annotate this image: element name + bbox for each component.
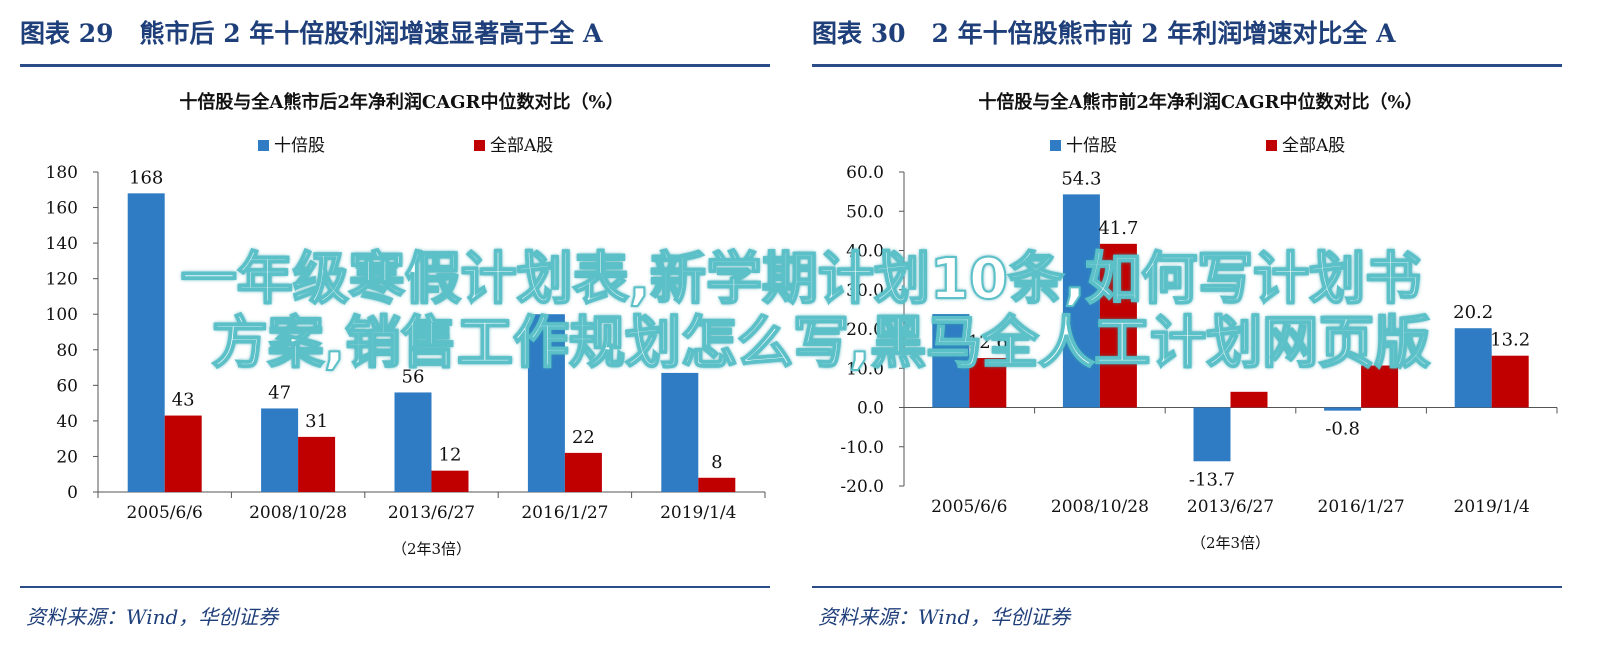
data-label: 31	[305, 411, 328, 432]
bar	[1230, 391, 1268, 408]
data-label: 22	[572, 427, 595, 448]
bar	[698, 477, 736, 492]
bar	[1454, 328, 1492, 408]
data-label: 13.2	[1490, 330, 1530, 351]
bar	[564, 452, 602, 492]
x-tick-label: 2005/6/6	[127, 503, 203, 523]
bottom-rule	[20, 586, 770, 588]
bar-chart-30: 十倍股与全A熊市前2年净利润CAGR中位数对比（%） 十倍股 全部A股 -20.0 -1…	[840, 91, 1558, 552]
bar	[298, 436, 336, 492]
y-tick-label: 20	[56, 447, 78, 467]
data-label: 54.3	[1061, 168, 1101, 189]
left-figure-panel: 图表 29 熊市后 2 年十倍股利润增速显著高于全 A 十倍股与全A熊市后2年净利…	[20, 0, 790, 651]
legend-label: 十倍股	[274, 136, 325, 156]
data-label: 168	[129, 167, 163, 188]
figure-caption: 熊市后 2 年十倍股利润增速显著高于全 A	[139, 19, 603, 48]
bar	[394, 392, 432, 492]
data-label: 41.7	[1098, 218, 1138, 239]
data-label: 8	[711, 452, 722, 473]
x-tick-label: 2016/1/27	[521, 503, 608, 523]
figure-caption: 2 年十倍股熊市前 2 年利润增速对比全 A	[931, 19, 1396, 48]
x-tick-label: 2008/10/28	[1051, 497, 1149, 517]
y-tick-label: 20.0	[846, 320, 884, 340]
figure-number: 图表 30	[812, 19, 906, 48]
y-tick-label: 0.0	[857, 399, 884, 419]
data-label: 12	[439, 445, 462, 466]
bar	[1361, 365, 1399, 408]
bar	[164, 415, 202, 492]
data-label: 47	[268, 382, 291, 403]
figure-title: 图表 29 熊市后 2 年十倍股利润增速显著高于全 A	[20, 14, 602, 54]
y-tick-label: 40.0	[846, 242, 884, 262]
right-figure-panel: 图表 30 2 年十倍股熊市前 2 年利润增速对比全 A 十倍股与全A熊市前2年净…	[812, 0, 1582, 651]
top-rule	[812, 64, 1562, 67]
bar	[431, 470, 469, 492]
data-label: 43	[172, 390, 195, 411]
y-tick-label: 30.0	[846, 281, 884, 301]
data-label: -0.8	[1325, 419, 1360, 440]
data-label: 12.6	[968, 332, 1008, 353]
x-tick-label: 2019/1/4	[1454, 497, 1530, 517]
source-note: 资料来源：Wind，华创证券	[818, 605, 1071, 629]
y-tick-label: 120	[46, 270, 78, 290]
x-tick-label: 2019/1/4	[660, 503, 736, 523]
data-label: -13.7	[1189, 469, 1235, 490]
y-tick-label: 80	[56, 341, 78, 361]
data-label: 20.2	[1453, 302, 1493, 323]
figure-number: 图表 29	[20, 19, 114, 48]
source-note: 资料来源：Wind，华创证券	[26, 605, 279, 629]
top-rule	[20, 64, 770, 67]
data-label: 56	[402, 366, 425, 387]
bar	[127, 193, 165, 492]
bar	[932, 314, 970, 408]
bar	[1193, 407, 1231, 462]
chart-title: 十倍股与全A熊市前2年净利润CAGR中位数对比（%）	[978, 91, 1422, 113]
x-tick-label: 2008/10/28	[249, 503, 347, 523]
chart-note: （2年3倍）	[392, 540, 471, 558]
legend-swatch	[1266, 140, 1277, 151]
y-tick-label: -10.0	[840, 438, 884, 458]
bar	[1491, 355, 1529, 408]
y-tick-label: 160	[46, 199, 78, 219]
y-tick-label: 60	[56, 376, 78, 396]
y-tick-label: 60.0	[846, 163, 884, 183]
legend-swatch	[1050, 140, 1061, 151]
legend-swatch	[474, 140, 485, 151]
y-tick-label: 0	[67, 483, 78, 503]
chart-note: （2年3倍）	[1191, 534, 1270, 552]
x-tick-label: 2016/1/27	[1318, 497, 1405, 517]
x-tick-label: 2013/6/27	[388, 503, 475, 523]
bar	[261, 408, 299, 492]
y-tick-label: 50.0	[846, 202, 884, 222]
bottom-rule	[812, 586, 1562, 588]
bar-chart-29: 十倍股与全A熊市后2年净利润CAGR中位数对比（%） 十倍股 全部A股 0 20 40 60…	[46, 91, 766, 558]
y-tick-label: 10.0	[846, 359, 884, 379]
bar	[527, 314, 565, 492]
y-tick-label: 100	[46, 305, 78, 325]
bar	[661, 372, 699, 492]
legend-label: 全部A股	[1282, 136, 1345, 156]
legend-label: 十倍股	[1066, 136, 1117, 156]
y-tick-label: 40	[56, 412, 78, 432]
legend-label: 全部A股	[490, 136, 553, 156]
x-tick-label: 2013/6/27	[1187, 497, 1274, 517]
bar	[1099, 243, 1137, 408]
figure-title: 图表 30 2 年十倍股熊市前 2 年利润增速对比全 A	[812, 14, 1396, 54]
y-tick-label: 140	[46, 234, 78, 254]
bar	[1062, 194, 1100, 408]
bar	[969, 358, 1007, 408]
y-tick-label: -20.0	[840, 477, 884, 497]
bar	[1324, 407, 1362, 411]
y-tick-label: 180	[46, 163, 78, 183]
chart-title: 十倍股与全A熊市后2年净利润CAGR中位数对比（%）	[179, 91, 623, 113]
legend-swatch	[258, 140, 269, 151]
x-tick-label: 2005/6/6	[931, 497, 1007, 517]
